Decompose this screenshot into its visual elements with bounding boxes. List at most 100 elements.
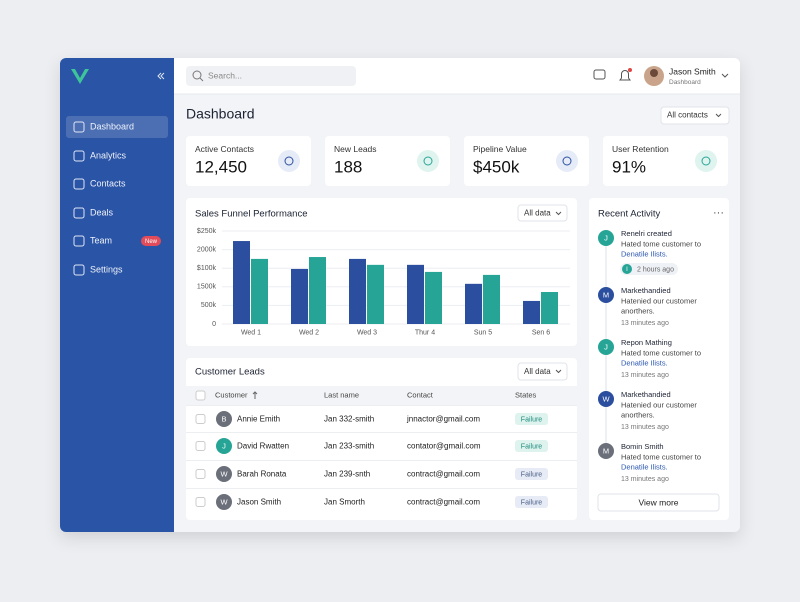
chevron[interactable] <box>721 73 729 78</box>
stat-card <box>603 136 728 186</box>
status-text: Failure <box>521 443 543 450</box>
filter-label: All data <box>524 209 551 218</box>
activity-title-line: Bomin Smith <box>621 442 664 451</box>
checkbox[interactable] <box>195 497 206 507</box>
avatar <box>216 438 232 454</box>
checkbox[interactable] <box>195 414 206 424</box>
view-more-button[interactable] <box>597 493 720 512</box>
avatar <box>216 494 232 510</box>
menu-icon <box>73 121 85 133</box>
activity-link: Denatile Ilists. <box>621 462 668 471</box>
sort-icon <box>252 391 258 399</box>
avatar-initial: I <box>626 267 628 273</box>
y-tick-label: $250k <box>197 228 217 235</box>
filter-box[interactable] <box>517 362 568 381</box>
column-header: Customer <box>215 390 248 399</box>
activity-title-line: Markethandied <box>621 390 671 399</box>
avatar-initial: J <box>604 342 608 351</box>
chat-icon[interactable] <box>593 69 606 80</box>
menu-icon <box>73 264 85 276</box>
view-more-label: View more <box>639 497 679 507</box>
menu-item: Deals <box>90 207 114 217</box>
status-badge <box>515 440 548 452</box>
activity-link: Denatile Ilists. <box>621 358 668 367</box>
x-tick-label: Sun 5 <box>474 329 492 336</box>
status-text: Failure <box>521 499 543 506</box>
search-icon <box>199 77 204 82</box>
cell: contator@gmail.com <box>407 442 481 451</box>
y-tick-label: 0 <box>212 321 216 328</box>
activity-card <box>589 198 729 520</box>
menu-item: Team <box>90 235 112 245</box>
avatar-initial: B <box>221 414 226 423</box>
collapse[interactable] <box>157 72 165 80</box>
activity-text: Hated tome customer to <box>621 239 701 248</box>
avatar-initial: M <box>603 290 609 299</box>
status-text: Failure <box>521 471 543 478</box>
activity-text: anorthers. <box>621 306 655 315</box>
menu-item: Analytics <box>90 150 127 160</box>
page-title: Dashboard <box>186 106 255 122</box>
cell: contract@gmail.com <box>407 498 480 507</box>
stat-label: Active Contacts <box>195 144 254 154</box>
stat-icon <box>701 156 711 166</box>
menu-item: Dashboard <box>90 121 134 131</box>
bell-icon[interactable] <box>619 70 631 81</box>
column-header: States <box>515 390 537 399</box>
bar <box>541 292 558 324</box>
activity-avatar <box>598 339 614 355</box>
stat-card <box>325 136 450 186</box>
status-text: Failure <box>521 416 543 423</box>
activity-title-line: Repon Mathing <box>621 338 672 347</box>
checkbox[interactable] <box>195 390 206 401</box>
search-box[interactable] <box>186 66 356 86</box>
checkbox[interactable] <box>195 469 206 479</box>
x-tick-label: Thur 4 <box>415 329 435 336</box>
activity-time: 13 minutes ago <box>621 320 669 327</box>
activity-avatar <box>598 287 614 303</box>
stat-icon <box>284 156 294 166</box>
cell: contract@gmail.com <box>407 470 480 479</box>
bar <box>425 271 442 324</box>
table-header <box>186 386 577 405</box>
stat-value: 188 <box>334 157 362 176</box>
bar <box>233 241 250 324</box>
bar <box>349 258 366 324</box>
activity-title-line: Markethandied <box>621 286 671 295</box>
x-tick-label: Wed 2 <box>299 329 319 336</box>
leads-card <box>186 358 577 520</box>
menu-icon <box>73 235 85 247</box>
y-tick-label: $100k <box>197 265 217 272</box>
bar <box>523 300 540 324</box>
chevron <box>555 369 562 374</box>
stat-value: $450k <box>473 157 520 176</box>
filter-box[interactable] <box>517 204 568 222</box>
search-placeholder: Search... <box>208 70 242 80</box>
notification-dot <box>628 68 632 72</box>
activity-text: Hated tome customer to <box>621 348 701 357</box>
cell: Jan 332-smith <box>324 415 374 424</box>
stat-icon <box>556 150 578 172</box>
chevron <box>555 211 562 216</box>
customer-name: Jason Smith <box>237 498 281 507</box>
menu-icon <box>73 178 85 190</box>
activity-text: anorthers. <box>621 410 655 419</box>
filter-box[interactable] <box>660 106 730 125</box>
y-tick-label: 2000k <box>197 246 217 253</box>
bar <box>407 264 424 324</box>
activity-time: 13 minutes ago <box>621 424 669 431</box>
column-header: Contact <box>407 390 434 399</box>
cell: Jan 233-smith <box>324 442 374 451</box>
activity-avatar <box>598 443 614 459</box>
stat-label: New Leads <box>334 144 377 154</box>
stat-value: 12,450 <box>195 157 247 176</box>
more-icon[interactable]: ··· <box>713 207 724 219</box>
avatar <box>216 466 232 482</box>
time-avatar <box>622 264 632 274</box>
activity-time: 13 minutes ago <box>621 372 669 379</box>
checkbox[interactable] <box>195 441 206 451</box>
badge-text: New <box>145 239 158 245</box>
stat-card <box>464 136 589 186</box>
avatar-initial: W <box>220 469 228 478</box>
